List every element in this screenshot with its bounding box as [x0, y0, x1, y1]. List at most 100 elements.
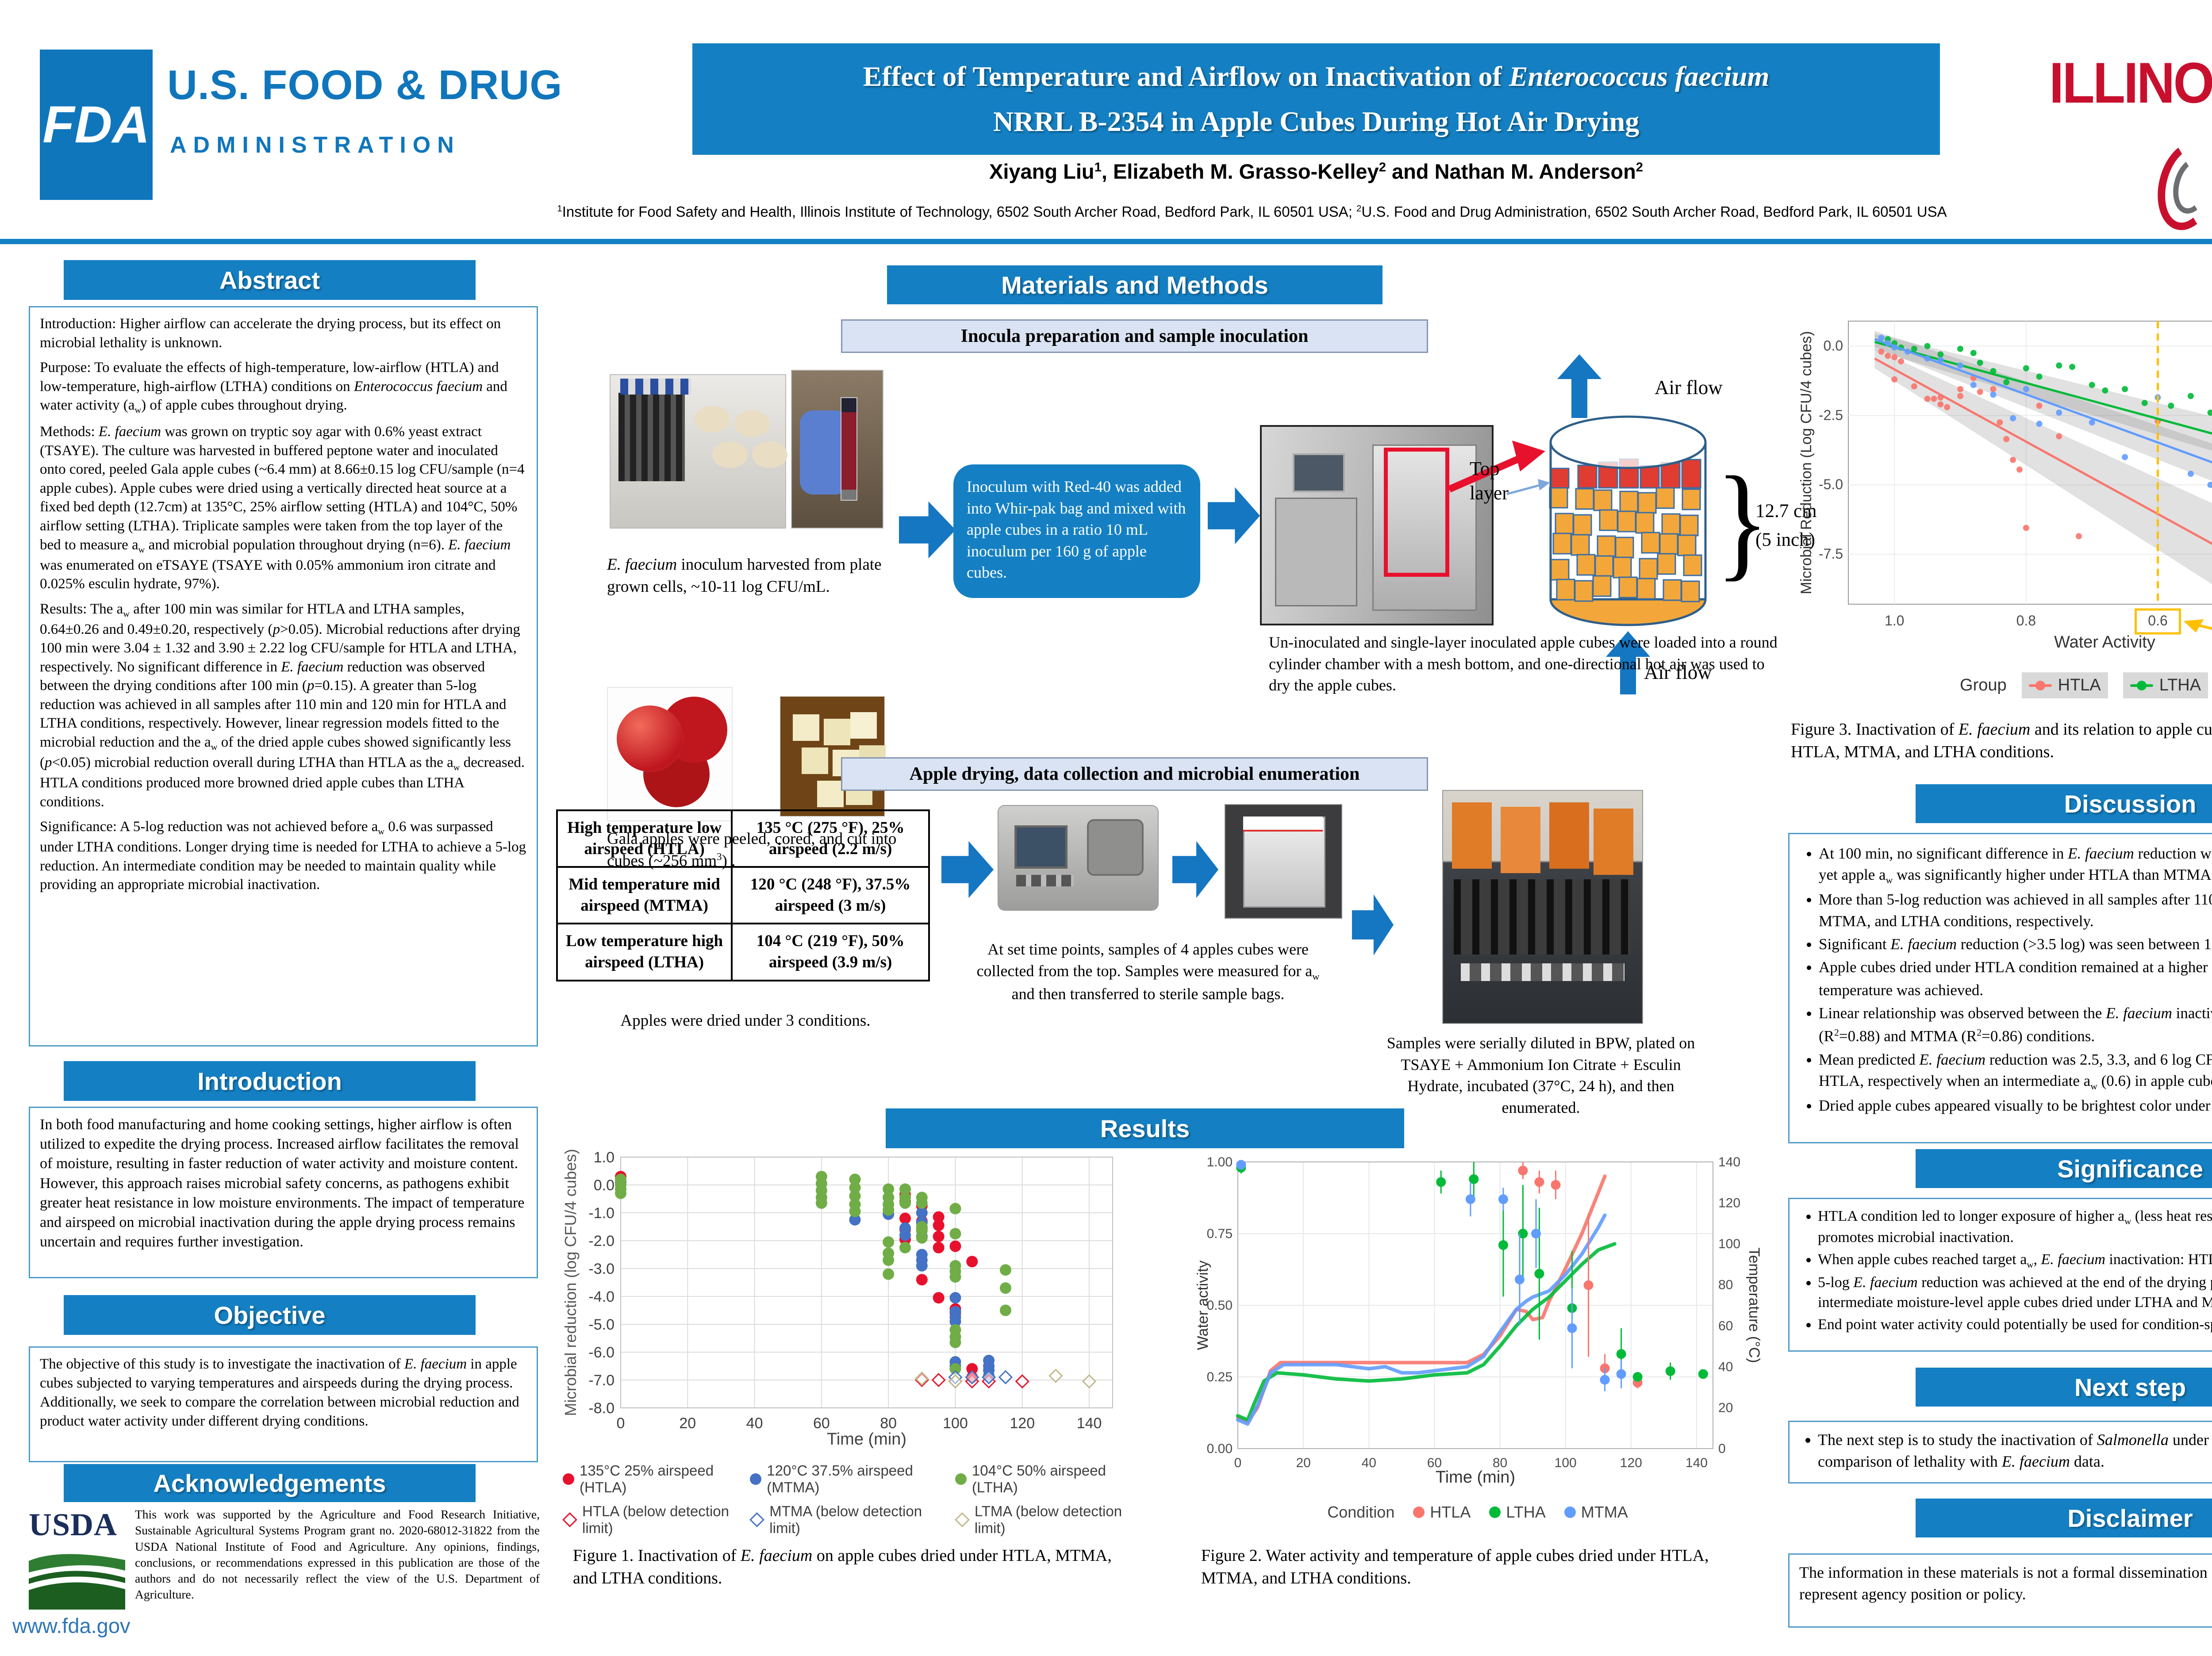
fda-logo: FDA	[40, 50, 153, 200]
flow-arrow-4	[1172, 841, 1218, 898]
usda-logo-text: USDA	[29, 1507, 118, 1542]
figure1-legend: 135°C 25% airspeed (HTLA) 120°C 37.5% air…	[562, 1462, 1133, 1537]
inocula-subheader: Inocula preparation and sample inoculati…	[841, 319, 1428, 353]
agar-plates	[695, 406, 730, 433]
depth-brace: }	[1716, 450, 1769, 592]
results-header: Results	[886, 1108, 1404, 1148]
list-item: Significance: A 5-log reduction was not …	[40, 819, 526, 893]
svg-text:0.75: 0.75	[1207, 1227, 1233, 1241]
svg-text:1.00: 1.00	[1207, 1155, 1233, 1169]
whirlpak-bags	[1452, 802, 1492, 869]
svg-text:0: 0	[617, 1415, 625, 1432]
drying-conditions-table: High temperature low airspeed (HTLA) 135 …	[556, 809, 930, 981]
glove	[800, 410, 849, 494]
svg-text:40: 40	[1718, 1360, 1733, 1374]
legend-item: HTLA	[2021, 672, 2108, 698]
objective-body: The objective of this study is to invest…	[29, 1346, 538, 1462]
flow-arrow-1	[899, 501, 956, 559]
list-item: End point water activity could potential…	[1818, 1315, 2212, 1335]
significance-bullet-list: HTLA condition led to longer exposure of…	[1795, 1206, 2212, 1334]
figure3-legend: GroupHTLALTHAMTMA	[1796, 672, 2212, 698]
tube-rack	[618, 393, 685, 481]
figure2-legend: Condition HTLA LTHA MTMA	[1194, 1503, 1761, 1522]
list-item: The next step is to study the inactivati…	[1818, 1429, 2212, 1472]
svg-text:-7.5: -7.5	[1819, 546, 1843, 562]
figure3-caption: Figure 3. Inactivation of E. faecium and…	[1791, 720, 2212, 762]
disclaimer-header: Disclaimer	[1916, 1499, 2212, 1537]
disclaimer-body: The information in these materials is no…	[1788, 1553, 2212, 1628]
legend-title: Group	[1960, 676, 2007, 694]
svg-text:0.25: 0.25	[1207, 1370, 1233, 1384]
sample-bag	[1243, 816, 1325, 908]
inoculation-note-box: Inoculum with Red-40 was added into Whir…	[953, 464, 1200, 598]
svg-text:-5.0: -5.0	[1819, 476, 1843, 492]
table-row: High temperature low airspeed (HTLA) 135 …	[556, 809, 930, 868]
methods-header: Materials and Methods	[887, 265, 1382, 304]
svg-text:Temperature (°C): Temperature (°C)	[1746, 1247, 1761, 1363]
list-item: Introduction: Higher airflow can acceler…	[40, 316, 501, 351]
legend-item: LTHA	[1489, 1503, 1546, 1522]
objective-header: Objective	[64, 1295, 476, 1335]
air-flow-bottom-label: Air flow	[1644, 661, 1712, 683]
list-item: More than 5-log reduction was achieved i…	[1819, 889, 2212, 932]
svg-text:120: 120	[1010, 1415, 1035, 1432]
acknowledgements-text: This work was supported by the Agricultu…	[135, 1507, 540, 1602]
header-divider	[0, 239, 2212, 244]
dryer-screen	[1293, 453, 1345, 492]
legend-marker-icon	[749, 1512, 765, 1527]
legend-marker-icon	[2130, 680, 2153, 691]
table-cell: 135 °C (275 °F), 25% airspeed (2.2 m/s)	[731, 809, 930, 868]
svg-text:0.00: 0.00	[1207, 1441, 1233, 1456]
legend-item: HTLA	[1413, 1503, 1471, 1522]
svg-text:-4.0: -4.0	[588, 1288, 614, 1305]
svg-text:1.0: 1.0	[594, 1149, 614, 1166]
abstract-header: Abstract	[64, 260, 476, 300]
list-item: HTLA condition led to longer exposure of…	[1818, 1206, 2212, 1248]
fda-logo-acronym: FDA	[42, 96, 150, 154]
significance-body: HTLA condition led to longer exposure of…	[1788, 1198, 2212, 1352]
discussion-bullet-list: At 100 min, no significant difference in…	[1796, 843, 2212, 1116]
drying-chamber-diagram	[1506, 354, 1707, 694]
legend-item: HTLA (below detection limit)	[562, 1503, 750, 1537]
usda-field-icon	[29, 1554, 125, 1610]
discussion-body: At 100 min, no significant difference in…	[1788, 833, 2212, 1143]
svg-text:-2.0: -2.0	[588, 1233, 614, 1250]
figure1-caption: Figure 1. Inactivation of E. faecium on …	[573, 1546, 1112, 1588]
poster-title: Effect of Temperature and Airflow on Ina…	[692, 43, 1940, 155]
svg-text:80: 80	[1718, 1278, 1733, 1292]
list-item: 5-log E. faecium reduction was achieved …	[1818, 1273, 2212, 1313]
svg-text:60: 60	[1427, 1456, 1442, 1470]
affiliations-line: 1Institute for Food Safety and Health, I…	[557, 203, 1947, 220]
table-cell: 104 °C (219 °F), 50% airspeed (3.9 m/s)	[731, 923, 930, 981]
svg-text:60: 60	[1718, 1319, 1733, 1333]
next-step-body: The next step is to study the inactivati…	[1788, 1421, 2212, 1484]
acknowledgements-header: Acknowledgements	[64, 1464, 476, 1502]
legend-item: 135°C 25% airspeed (HTLA)	[563, 1462, 750, 1496]
svg-text:Water activity: Water activity	[1194, 1261, 1211, 1350]
bed-depth-label: 12.7 cm (5 inch)	[1755, 501, 1817, 550]
dilution-tube-rack	[1454, 879, 1631, 954]
poster-title-line1: Effect of Temperature and Airflow on Ina…	[863, 60, 1770, 92]
svg-text:0: 0	[1718, 1441, 1726, 1456]
ifsh-logo: IFSH INSTITUTE FOR FOOD SAFETY AND HEALT…	[2149, 135, 2212, 237]
fda-website-link[interactable]: www.fda.gov	[12, 1614, 131, 1637]
legend-marker-icon	[1564, 1506, 1576, 1518]
next-step-bullet-list: The next step is to study the inactivati…	[1795, 1429, 2212, 1472]
introduction-body: In both food manufacturing and home cook…	[29, 1107, 538, 1278]
svg-text:100: 100	[943, 1415, 968, 1432]
legend-marker-icon	[1489, 1506, 1501, 1518]
legend-title: Condition	[1327, 1503, 1395, 1521]
svg-text:0.6: 0.6	[2148, 613, 2167, 629]
svg-text:20: 20	[679, 1415, 696, 1432]
svg-text:0.8: 0.8	[2016, 613, 2036, 629]
svg-text:20: 20	[1718, 1400, 1733, 1415]
list-item: At 100 min, no significant difference in…	[1819, 843, 2212, 887]
photo-inoculum-tube	[792, 371, 883, 528]
legend-item: 120°C 37.5% airspeed (MTMA)	[750, 1462, 955, 1496]
svg-text:60: 60	[813, 1415, 830, 1432]
chamber-caption: Un-inoculated and single-layer inoculate…	[1269, 633, 1778, 694]
fda-wordmark-line1: U.S. FOOD & DRUG	[167, 61, 563, 108]
tube-caps	[620, 379, 691, 395]
top-layer-label: Top layer	[1470, 458, 1509, 504]
